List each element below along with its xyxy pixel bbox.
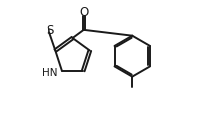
Text: O: O <box>79 6 88 19</box>
Text: S: S <box>47 24 54 37</box>
Text: HN: HN <box>42 68 58 78</box>
